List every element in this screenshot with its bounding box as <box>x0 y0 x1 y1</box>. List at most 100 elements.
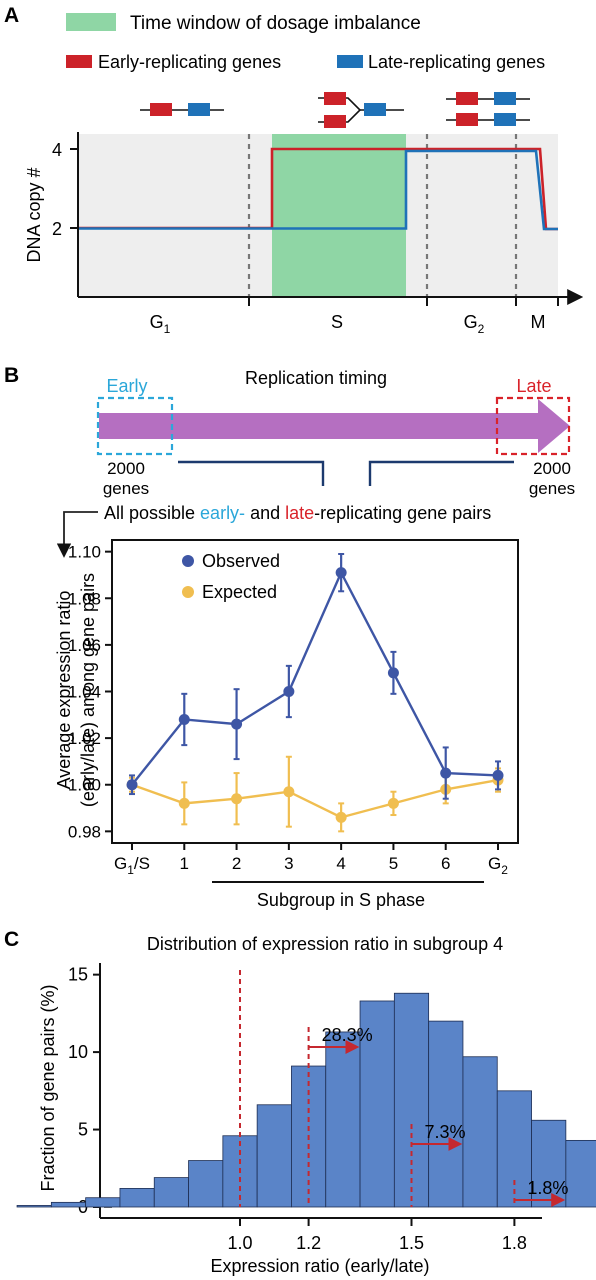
observed-point <box>178 713 190 725</box>
expression-ratio-histogram: C Distribution of expression ratio in su… <box>4 928 596 1276</box>
x-tick-label: 1.5 <box>399 1233 424 1253</box>
late-box <box>495 396 571 456</box>
chart-c-title: Distribution of expression ratio in subg… <box>147 934 503 954</box>
legend-expected-label: Expected <box>202 582 277 602</box>
histogram-bar <box>359 1000 395 1208</box>
tick-suffix: /S <box>134 854 150 873</box>
legend-observed-label: Observed <box>202 551 280 571</box>
y-tick-label: 1.10 <box>68 543 101 562</box>
legend-observed-marker <box>182 555 194 567</box>
y-tick-label: 1.06 <box>68 636 101 655</box>
y-tick-label: 10 <box>68 1042 88 1062</box>
threshold-percent-label: 1.8% <box>527 1178 568 1198</box>
x-tick-label: 6 <box>441 854 450 873</box>
expected-series-line <box>131 778 499 819</box>
expected-point <box>335 811 347 823</box>
expected-point <box>387 797 399 809</box>
tick-main: 5 <box>389 854 398 873</box>
x-tick-label: G2 <box>488 854 508 877</box>
phase-label-m: M <box>531 312 546 332</box>
expression-ratio-line-chart: Average expression ratio (early/late) am… <box>54 539 519 910</box>
observed-point <box>231 718 243 730</box>
x-tick-label: 1.8 <box>502 1233 527 1253</box>
chart-b-frame <box>111 539 519 844</box>
y-tick-label: 4 <box>52 140 62 160</box>
caption-late: late <box>285 503 314 523</box>
histogram-bar <box>325 1031 361 1208</box>
panel-label-a: A <box>4 4 19 27</box>
y-tick-label: 0.98 <box>68 822 101 841</box>
threshold-percent-label: 28.3% <box>322 1025 373 1045</box>
early-box <box>96 396 174 456</box>
phase-subscript: 2 <box>478 322 485 336</box>
legend-late-swatch <box>337 55 363 68</box>
chart-c-ylabel: Fraction of gene pairs (%) <box>38 984 58 1191</box>
tick-subscript: 1 <box>127 863 134 877</box>
caption-middle: and <box>245 503 285 523</box>
late-copy-number-line <box>78 149 558 231</box>
x-tick-label: G1/S <box>114 854 150 877</box>
x-tick-label: 1.0 <box>227 1233 252 1253</box>
bracket-right <box>368 460 514 486</box>
phase-label-s: S <box>331 312 343 332</box>
phase-subscript: 1 <box>164 322 171 336</box>
expected-point <box>283 786 295 798</box>
replication-timing-arrow <box>99 399 570 453</box>
replication-timing-title: Replication timing <box>245 368 387 388</box>
pairs-arrow <box>56 511 98 558</box>
y-tick-label: 5 <box>78 1120 88 1140</box>
expected-point <box>178 797 190 809</box>
histogram-bar <box>565 1139 596 1208</box>
expected-point <box>231 793 243 805</box>
early-label: Early <box>106 376 147 396</box>
genes-count-right: 2000 <box>533 459 571 478</box>
chromosome-replicated-icon <box>446 92 530 126</box>
bracket-left <box>178 460 325 486</box>
histogram-bar <box>119 1188 155 1208</box>
tick-main: 6 <box>441 854 450 873</box>
legend-early-label: Early-replicating genes <box>98 52 281 72</box>
y-tick-label: 2 <box>52 219 62 239</box>
panel-a: A Time window of dosage imbalance Early-… <box>4 4 584 336</box>
panel-label-c: C <box>4 928 19 951</box>
panel-b-schematic: B Replication timing Early Late 2000 gen… <box>4 364 575 558</box>
phase-label-g2: G2 <box>464 312 485 336</box>
observed-point <box>283 686 295 697</box>
legend-window-label: Time window of dosage imbalance <box>130 13 421 34</box>
imbalance-window <box>272 134 406 296</box>
y-tick-label: 1.02 <box>68 729 101 748</box>
tick-main: G <box>114 854 127 873</box>
tick-main: G <box>488 854 501 873</box>
phase-letter: G <box>464 312 478 332</box>
histogram-bar <box>50 1201 87 1208</box>
y-tick-label: 1.04 <box>68 683 101 702</box>
observed-point <box>335 567 347 579</box>
genes-word-left: genes <box>103 479 149 498</box>
threshold-percent-label: 7.3% <box>425 1122 466 1142</box>
y-tick-label: 1.08 <box>68 589 101 608</box>
caption-suffix: -replicating gene pairs <box>314 503 491 523</box>
gene-pairs-caption: All possible early- and late-replicating… <box>104 503 491 523</box>
legend-expected-marker <box>182 586 194 598</box>
caption-prefix: All possible <box>104 503 200 523</box>
y-tick-label: 15 <box>68 965 88 985</box>
panel-label-b: B <box>4 364 19 387</box>
tick-main: 2 <box>232 854 241 873</box>
x-tick-label: 4 <box>336 854 345 873</box>
phase-label-g1: G1 <box>150 312 171 336</box>
chromosome-unreplicated-icon <box>140 103 224 116</box>
chart-b-ylabel-line1: Average expression ratio <box>54 591 74 790</box>
x-tick-label: 1.2 <box>296 1233 321 1253</box>
legend-early-swatch <box>66 55 92 68</box>
chromosome-partial-replication-icon <box>318 92 404 128</box>
observed-point <box>387 667 399 679</box>
histogram-bar <box>153 1177 189 1208</box>
chart-c-xlabel: Expression ratio (early/late) <box>210 1256 429 1276</box>
chart-b-xlabel: Subgroup in S phase <box>257 890 425 910</box>
legend-late-label: Late-replicating genes <box>368 52 545 72</box>
x-tick-label: 1 <box>180 854 189 873</box>
caption-early: early- <box>200 503 245 523</box>
x-tick-label: 3 <box>284 854 293 873</box>
tick-main: 1 <box>180 854 189 873</box>
